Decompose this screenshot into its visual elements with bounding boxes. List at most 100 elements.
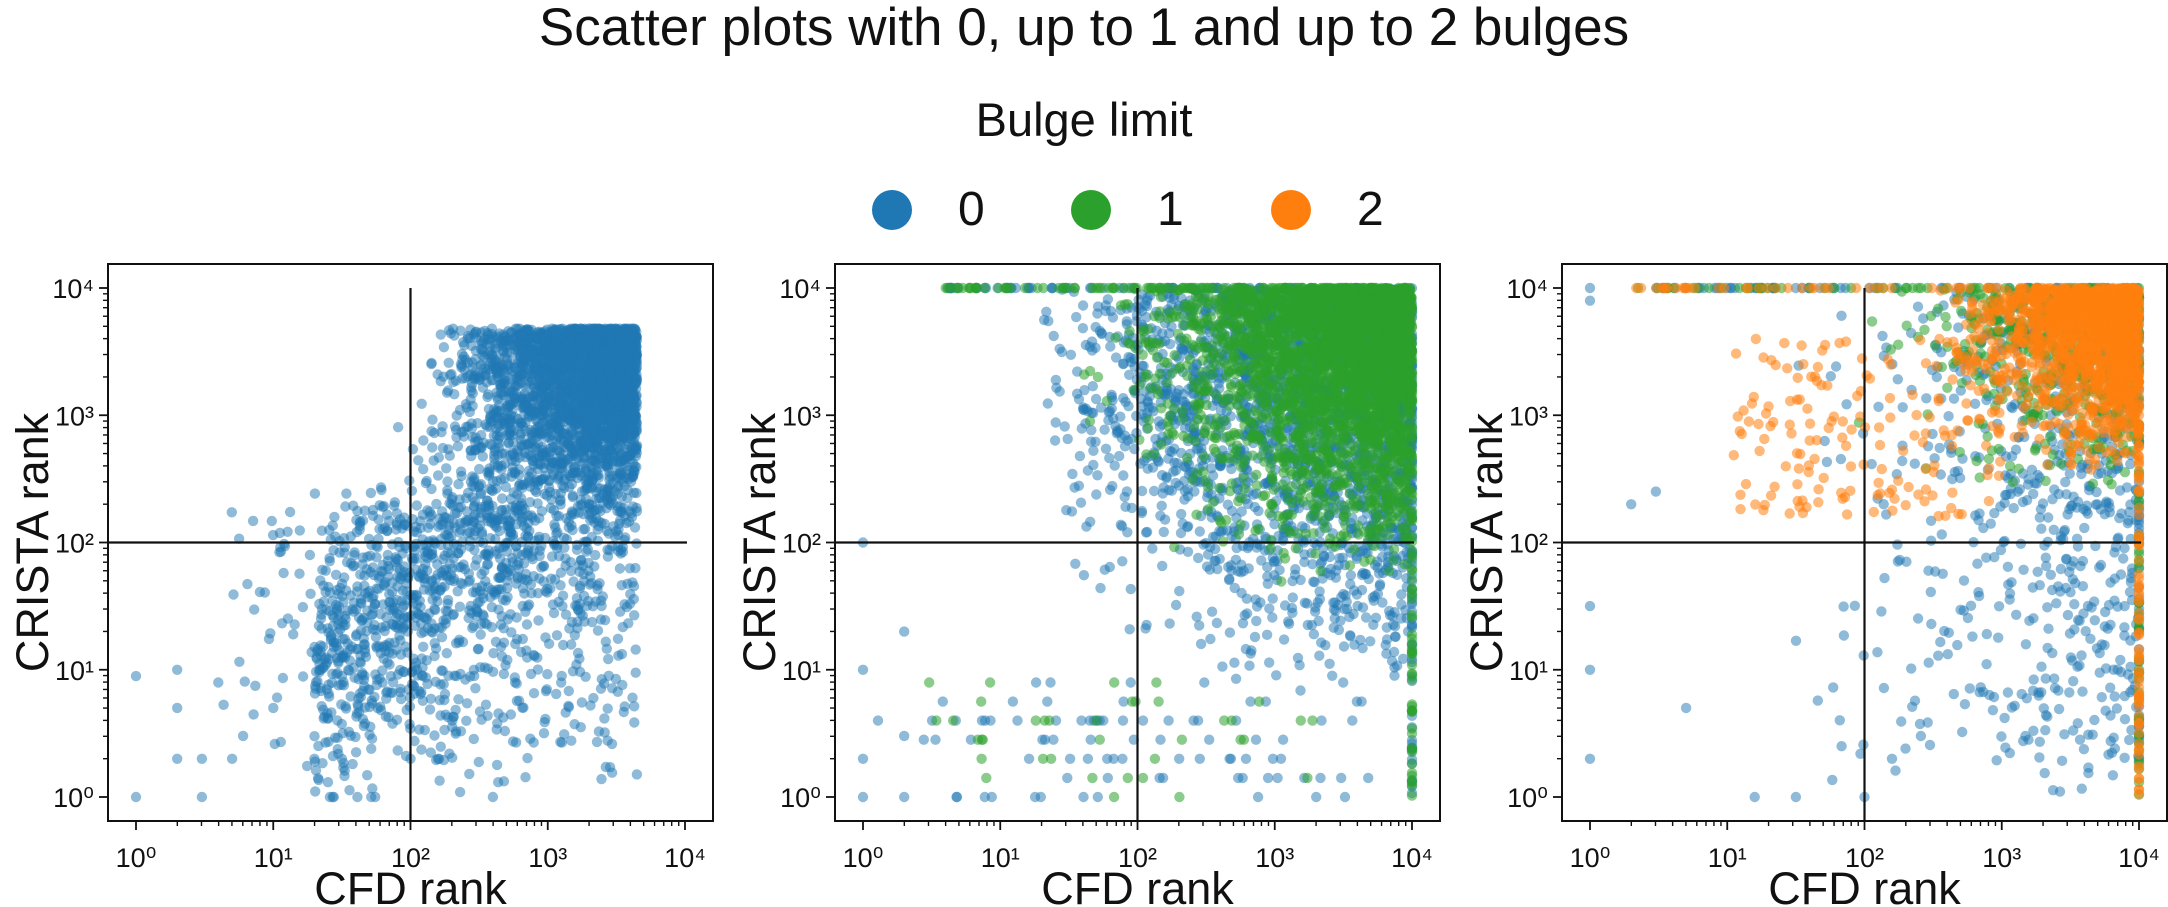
scatter-point <box>619 599 630 610</box>
scatter-point <box>591 736 603 748</box>
scatter-point <box>525 733 536 744</box>
scatter-point <box>426 426 437 437</box>
scatter-point <box>535 411 546 422</box>
scatter-point <box>567 507 578 518</box>
scatter-point <box>436 506 448 517</box>
scatter-point <box>380 577 391 588</box>
scatter-point <box>452 441 464 452</box>
scatter-point <box>491 724 502 735</box>
scatter-point <box>1274 564 1285 576</box>
scatter-point <box>487 485 498 497</box>
scatter-point <box>362 770 373 781</box>
x-tick-label: 10² <box>391 843 430 873</box>
scatter-point <box>406 485 418 496</box>
scatter-point <box>580 330 591 341</box>
scatter-point <box>338 533 350 544</box>
scatter-point <box>611 347 622 358</box>
scatter-point <box>473 756 484 768</box>
scatter-point <box>324 556 335 567</box>
y-axis-label: CRISTA rank <box>7 412 58 672</box>
scatter-point <box>304 549 316 561</box>
scatter-point <box>603 653 614 665</box>
scatter-point <box>472 522 484 534</box>
scatter-point <box>558 475 569 486</box>
scatter-point <box>387 539 398 550</box>
scatter-point <box>520 417 531 428</box>
scatter-point <box>233 533 245 544</box>
scatter-point <box>600 347 612 359</box>
scatter-point <box>462 528 473 539</box>
scatter-point <box>563 326 574 337</box>
scatter-point <box>590 549 601 561</box>
scatter-point <box>434 775 445 786</box>
scatter-point <box>463 514 474 526</box>
scatter-point <box>416 744 427 755</box>
scatter-point <box>475 629 486 640</box>
scatter-point <box>517 359 528 370</box>
scatter-point <box>629 610 640 621</box>
scatter-point <box>616 580 627 591</box>
scatter-point <box>434 622 445 633</box>
scatter-point <box>339 633 351 645</box>
scatter-point <box>395 649 407 660</box>
scatter-point <box>593 520 604 532</box>
scatter-point <box>365 487 377 499</box>
scatter-point <box>586 616 598 628</box>
x-tick-label: 10⁴ <box>664 843 706 873</box>
scatter-point <box>401 704 412 716</box>
scatter-point <box>617 621 628 633</box>
y-tick-label: 10³ <box>55 401 94 431</box>
scatter-point <box>437 516 449 527</box>
scatter-point <box>395 693 407 705</box>
scatter-point <box>491 759 503 771</box>
scatter-point <box>617 507 628 518</box>
scatter-point <box>442 385 454 396</box>
scatter-point <box>625 332 636 343</box>
scatter-point <box>282 526 293 537</box>
scatter-point <box>454 786 466 798</box>
scatter-point <box>516 482 528 494</box>
scatter-point <box>499 725 511 737</box>
scatter-point <box>427 442 438 453</box>
scatter-point <box>509 677 521 688</box>
scatter-point <box>500 481 512 493</box>
scatter-point <box>512 573 523 584</box>
scatter-point <box>429 638 440 649</box>
scatter-point <box>619 534 630 546</box>
scatter-point <box>344 655 356 666</box>
scatter-point <box>1287 592 1299 603</box>
scatter-point <box>539 366 550 377</box>
y-tick-label: 10¹ <box>55 656 94 686</box>
scatter-point <box>426 483 437 495</box>
scatter-point <box>476 581 488 592</box>
scatter-point <box>475 343 487 355</box>
scatter-point <box>294 525 305 536</box>
scatter-point <box>597 375 608 386</box>
scatter-point <box>612 413 624 425</box>
scatter-point <box>554 363 565 374</box>
scatter-point <box>597 591 608 602</box>
scatter-point <box>565 565 577 577</box>
scatter-point <box>309 731 320 742</box>
scatter-point <box>528 688 540 699</box>
scatter-point <box>508 396 519 407</box>
scatter-point <box>558 639 569 651</box>
scatter-point <box>358 639 370 650</box>
scatter-point <box>284 506 296 518</box>
scatter-point <box>613 650 624 661</box>
scatter-point <box>601 643 612 654</box>
scatter-point <box>366 539 377 551</box>
scatter-point <box>624 353 635 364</box>
scatter-point <box>351 629 362 640</box>
scatter-point <box>460 674 471 685</box>
scatter-point <box>414 609 425 621</box>
scatter-point <box>567 666 579 677</box>
scatter-point <box>1105 341 1116 352</box>
scatter-point <box>416 653 427 664</box>
scatter-point <box>540 686 552 697</box>
scatter-point <box>505 339 516 350</box>
scatter-point <box>563 685 574 697</box>
scatter-point <box>508 379 519 391</box>
scatter-point <box>510 638 521 650</box>
scatter-point <box>248 709 259 720</box>
